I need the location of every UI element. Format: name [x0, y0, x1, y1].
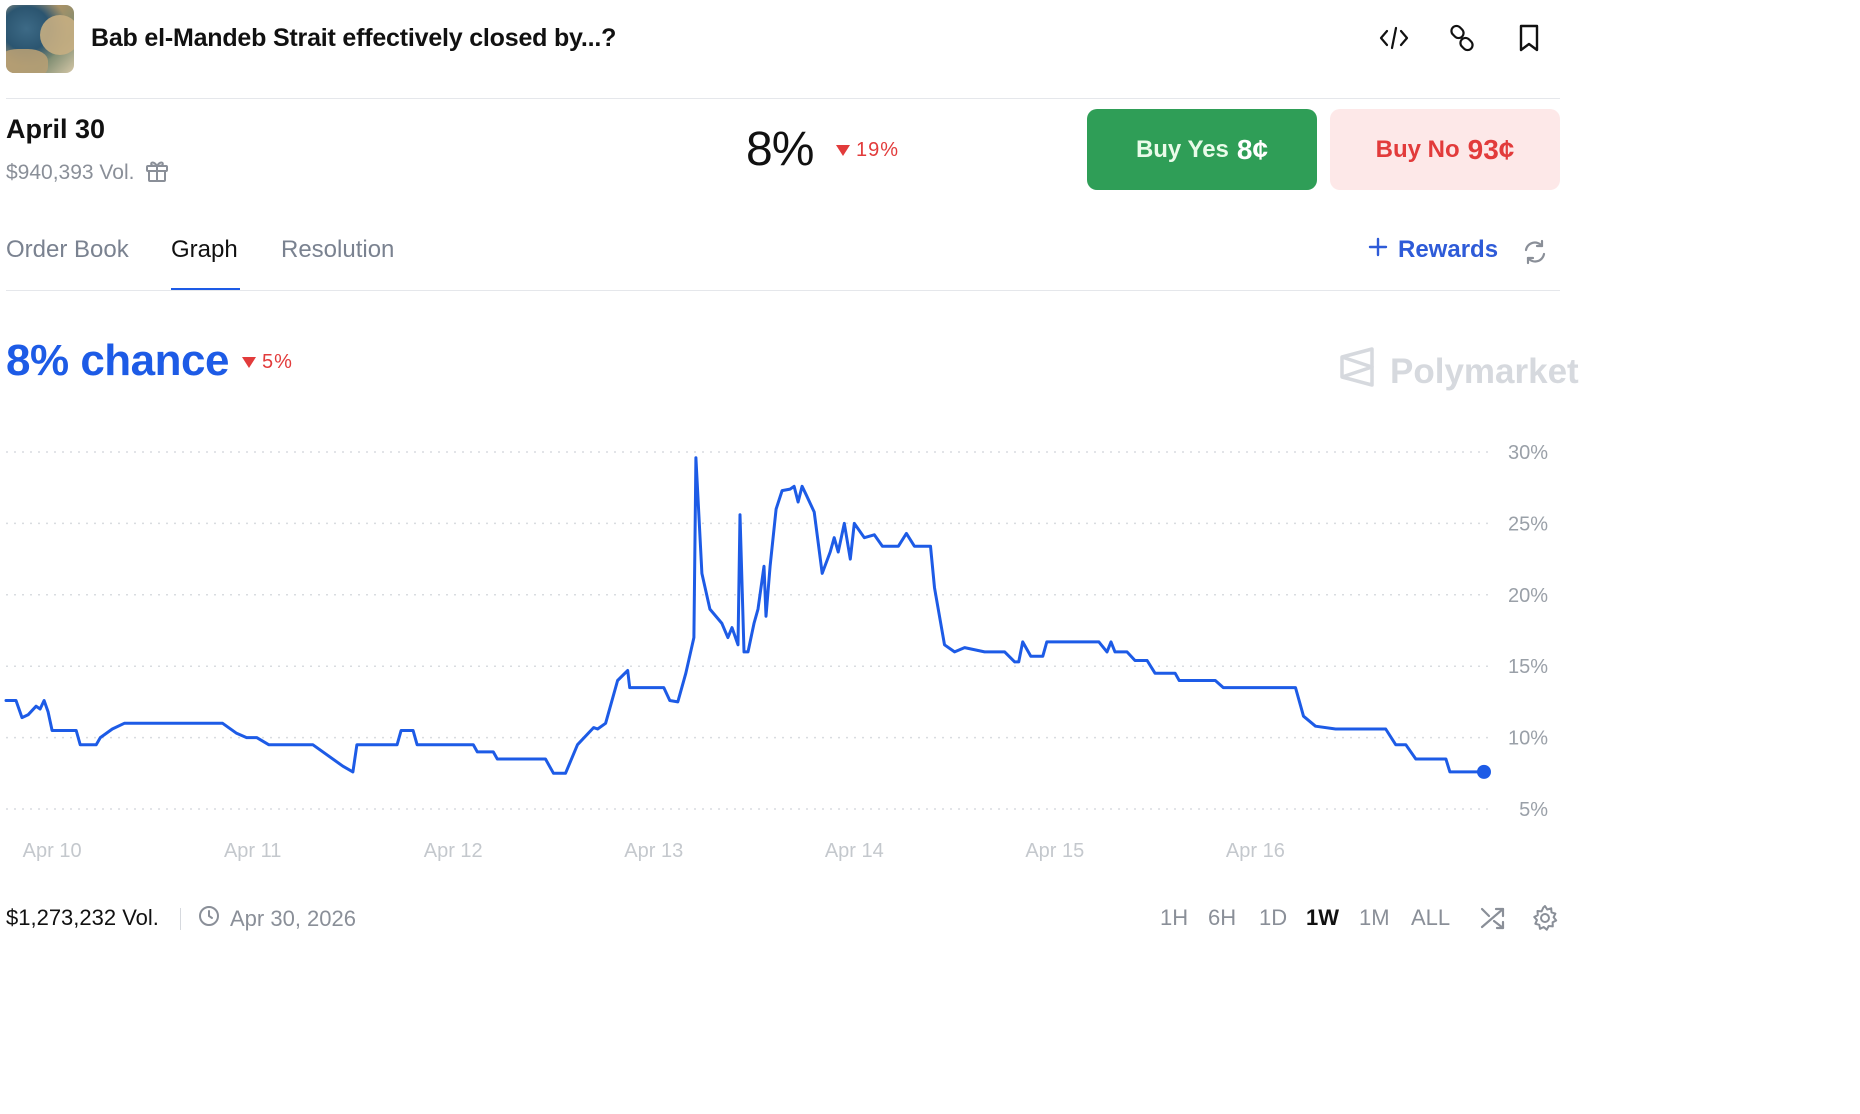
- refresh-icon[interactable]: [1521, 238, 1551, 268]
- x-tick-label: Apr 14: [825, 840, 884, 862]
- chance-label: 8% chance: [6, 336, 229, 385]
- embed-code-icon[interactable]: [1376, 20, 1412, 56]
- x-tick-label: Apr 12: [424, 840, 483, 862]
- buy-yes-price: 8¢: [1236, 133, 1269, 165]
- rewards-button[interactable]: Rewards: [1368, 236, 1498, 264]
- range-all[interactable]: ALL: [1411, 905, 1451, 930]
- down-arrow-icon: [836, 145, 850, 156]
- tab-graph[interactable]: Graph: [171, 236, 238, 263]
- buy-no-price: 93¢: [1467, 133, 1515, 165]
- probability-change-value: 19%: [856, 139, 900, 161]
- chance-change: 5%: [242, 351, 293, 374]
- x-tick-label: Apr 11: [224, 840, 281, 862]
- y-tick-label: 20%: [1508, 585, 1548, 607]
- buy-no-button[interactable]: Buy No 93¢: [1330, 109, 1560, 190]
- x-tick-label: Apr 13: [624, 840, 683, 862]
- y-tick-label: 30%: [1508, 442, 1548, 464]
- probability-line: [4, 456, 1486, 775]
- x-tick-label: Apr 16: [1226, 840, 1285, 862]
- buy-yes-label: Buy Yes: [1135, 135, 1229, 163]
- probability-change: 19%: [836, 139, 899, 162]
- clock-icon: [198, 905, 220, 933]
- market-thumbnail: [6, 5, 74, 73]
- y-tick-label: 25%: [1508, 513, 1548, 535]
- polymarket-brand-text: Polymarket: [1390, 351, 1579, 391]
- y-tick-label: 15%: [1508, 656, 1548, 678]
- buy-yes-button[interactable]: Buy Yes 8¢: [1087, 109, 1317, 190]
- footer-separator: [180, 908, 181, 930]
- buy-no-label: Buy No: [1375, 135, 1460, 163]
- range-1d[interactable]: 1D: [1259, 905, 1288, 930]
- range-1h[interactable]: 1H: [1160, 905, 1189, 930]
- market-date: April 30: [6, 114, 106, 144]
- y-tick-label: 10%: [1508, 728, 1548, 750]
- plus-icon: [1368, 236, 1388, 264]
- settings-gear-icon[interactable]: [1530, 903, 1560, 933]
- active-tab-indicator: [171, 288, 240, 291]
- gift-icon[interactable]: [144, 157, 170, 189]
- tab-resolution[interactable]: Resolution: [281, 236, 395, 263]
- market-volume-text: $940,393 Vol.: [6, 161, 135, 184]
- tab-order-book[interactable]: Order Book: [6, 236, 129, 263]
- market-title: Bab el-Mandeb Strait effectively closed …: [91, 24, 617, 52]
- down-arrow-icon: [242, 357, 256, 368]
- header-divider: [6, 98, 1560, 99]
- end-date-text: Apr 30, 2026: [230, 906, 356, 931]
- end-date: Apr 30, 2026: [198, 905, 356, 933]
- polymarket-logo-icon: [1338, 345, 1376, 398]
- range-6h[interactable]: 6H: [1208, 905, 1237, 930]
- shuffle-icon[interactable]: [1478, 903, 1508, 933]
- x-tick-label: Apr 15: [1025, 840, 1084, 862]
- polymarket-watermark: Polymarket: [1338, 345, 1579, 398]
- chance-change-value: 5%: [262, 351, 293, 373]
- tabs-divider: [6, 290, 1560, 291]
- range-1m[interactable]: 1M: [1359, 905, 1390, 930]
- current-value-dot: [1476, 764, 1491, 779]
- bookmark-icon[interactable]: [1511, 20, 1547, 56]
- rewards-label: Rewards: [1398, 236, 1499, 263]
- market-probability: 8%: [746, 123, 814, 176]
- market-volume: $940,393 Vol.: [6, 157, 170, 189]
- y-tick-label: 5%: [1519, 799, 1548, 821]
- total-volume: $1,273,232 Vol.: [6, 905, 159, 930]
- link-icon[interactable]: [1444, 20, 1480, 56]
- range-1w[interactable]: 1W: [1306, 905, 1339, 930]
- x-tick-label: Apr 10: [23, 840, 82, 862]
- probability-chart: 30% 25% 20% 15% 10% 5% Apr 10 Apr 11 Apr 12 Apr 1…: [4, 442, 1548, 862]
